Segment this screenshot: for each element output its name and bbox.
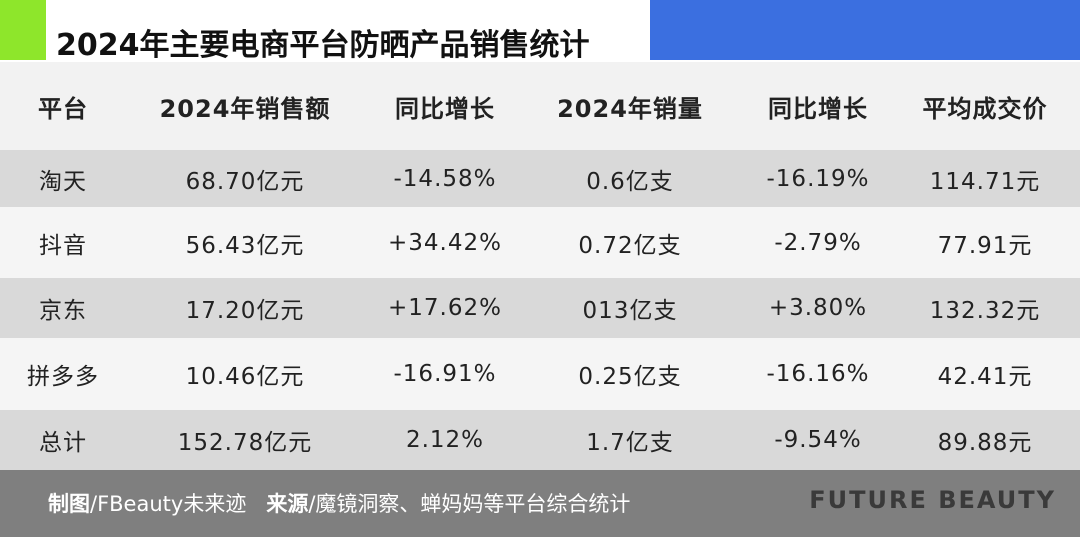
row: [0, 338, 1080, 410]
row: [0, 410, 1080, 470]
cell: 0.25亿支: [578, 364, 682, 390]
source: /魔镜洞察、蝉妈妈等平台综合统计: [308, 492, 631, 516]
cell: -14.58%: [393, 165, 497, 192]
row: [0, 150, 1080, 207]
cell: +3.80%: [768, 295, 868, 321]
cell: 013亿支: [582, 298, 678, 324]
cell: 114.71元: [929, 168, 1041, 195]
cell: 152.78亿元: [177, 430, 313, 456]
header-cell: 2024年销售额: [159, 94, 331, 123]
title: 2024年主要电商平台防晒产品销售统计: [56, 28, 590, 63]
cell: 17.20亿元: [185, 298, 305, 324]
cell: 0.6亿支: [586, 168, 674, 195]
cell: 淘天: [39, 168, 87, 195]
cell: 77.91元: [937, 232, 1033, 259]
cell: 总计: [39, 430, 87, 456]
cell: -2.79%: [774, 229, 862, 256]
row: [0, 278, 1080, 338]
cell: 89.88元: [937, 430, 1033, 456]
footer: 制图/FBeauty未来迹 来源/魔镜洞察、蝉妈妈等平台综合统计 FUTURE …: [0, 470, 1080, 537]
credit-label: 制图: [48, 492, 90, 516]
cell: -16.91%: [393, 361, 497, 387]
cell: 抖音: [39, 232, 87, 259]
header-cell: 平均成交价: [922, 94, 1048, 123]
header-cell: 平台: [38, 94, 88, 123]
cell: 132.32元: [929, 298, 1041, 324]
cell: -9.54%: [774, 427, 862, 453]
cell: 拼多多: [27, 364, 99, 390]
source-label: 来源: [266, 492, 309, 516]
cell: 京东: [39, 298, 87, 324]
accent-blue: [650, 0, 1080, 60]
cell: +17.62%: [388, 295, 502, 321]
credit: /FBeauty未来迹: [90, 492, 247, 516]
header-row: [0, 62, 1080, 150]
footer-text: 制图/FBeauty未来迹 来源/魔镜洞察、蝉妈妈等平台综合统计: [48, 488, 630, 518]
header-cell: 同比增长: [768, 94, 868, 123]
brand: FUTURE BEAUTY: [809, 486, 1056, 514]
cell: 68.70亿元: [185, 168, 305, 195]
cell: 0.72亿支: [578, 232, 682, 259]
header-cell: 同比增长: [395, 94, 495, 123]
cell: 1.7亿支: [586, 430, 674, 456]
cell: 42.41元: [937, 364, 1033, 390]
header-cell: 2024年销量: [557, 94, 703, 123]
table: 平台 2024年销售额 同比增长 2024年销量 同比增长 平均成交价淘天 68.70亿元 -…: [0, 62, 1080, 470]
cell: 56.43亿元: [185, 232, 305, 259]
cell: 10.46亿元: [185, 364, 305, 390]
row: [0, 207, 1080, 278]
accent-green: [0, 0, 46, 60]
cell: 2.12%: [405, 427, 485, 453]
cell: +34.42%: [388, 229, 502, 256]
cell: -16.16%: [766, 361, 870, 387]
cell: -16.19%: [766, 165, 870, 192]
